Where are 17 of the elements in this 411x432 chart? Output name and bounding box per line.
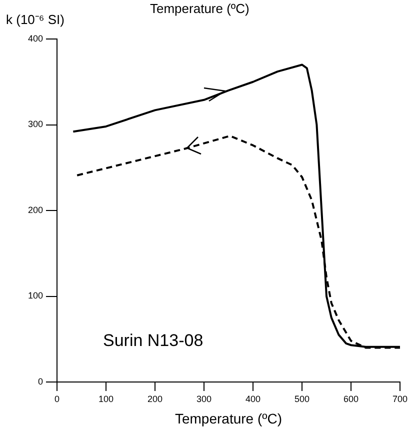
x-tick-label: 200	[147, 394, 163, 404]
x-tick-label: 100	[98, 394, 114, 404]
y-tick-label: 0	[38, 376, 43, 386]
x-tick-label: 500	[294, 394, 310, 404]
x-tick-label: 0	[54, 394, 60, 404]
y-tick-label: 200	[28, 204, 43, 215]
x-tick-label: 400	[245, 394, 261, 404]
y-tick-label: 300	[28, 119, 43, 130]
x-tick-label: 700	[392, 394, 408, 404]
x-tick-label: 600	[343, 394, 359, 404]
text: Temperature (ºC)	[150, 1, 250, 16]
y-tick-label: 400	[28, 33, 43, 44]
x-tick-label: 300	[196, 394, 212, 404]
annotation: Surin N13-08	[103, 331, 204, 351]
y-tick-label: 100	[28, 290, 43, 301]
x-axis-title: Temperature (ºC)	[174, 410, 282, 426]
y-axis-title: k (10⁻⁶ SI)	[6, 11, 64, 28]
